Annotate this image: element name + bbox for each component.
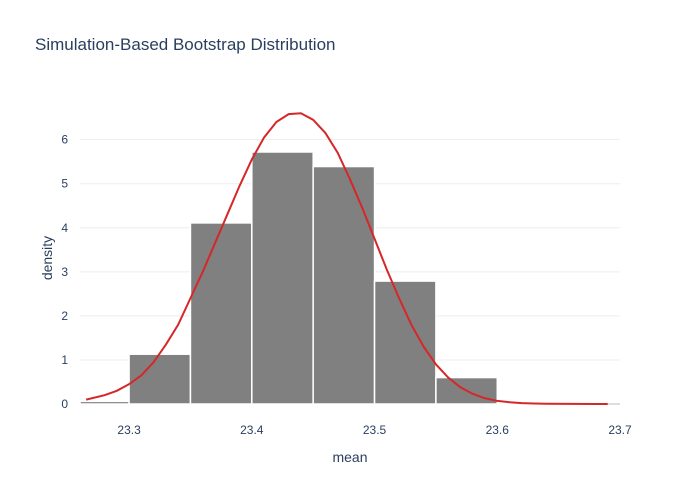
histogram-bars [79, 151, 560, 405]
x-tick-label: 23.7 [608, 423, 632, 437]
density-curve-layer [85, 112, 608, 405]
y-axis-title: density [39, 236, 55, 280]
y-tick-label: 3 [61, 265, 68, 279]
histogram-bar [312, 165, 376, 405]
y-tick-label: 2 [61, 309, 68, 323]
x-tick-label: 23.5 [363, 423, 387, 437]
y-tick-label: 4 [61, 221, 68, 235]
y-tick-label: 6 [61, 133, 68, 147]
x-tick-label: 23.6 [486, 423, 510, 437]
chart-title: Simulation-Based Bootstrap Distribution [35, 35, 335, 54]
x-axis-ticks: 23.3 23.4 23.5 23.6 23.7 [117, 423, 632, 437]
y-tick-label: 1 [61, 353, 68, 367]
y-axis-ticks: 0 1 2 3 4 5 6 [61, 133, 68, 411]
histogram-bar [128, 353, 192, 405]
x-axis-title: mean [332, 449, 367, 465]
x-tick-label: 23.4 [240, 423, 264, 437]
y-tick-label: 5 [61, 177, 68, 191]
histogram-bar [373, 280, 437, 405]
histogram-bar [251, 151, 314, 405]
y-tick-label: 0 [61, 397, 68, 411]
histogram-bar [189, 222, 253, 405]
histogram-bar [79, 400, 130, 405]
x-tick-label: 23.3 [117, 423, 141, 437]
density-curve [85, 112, 608, 405]
